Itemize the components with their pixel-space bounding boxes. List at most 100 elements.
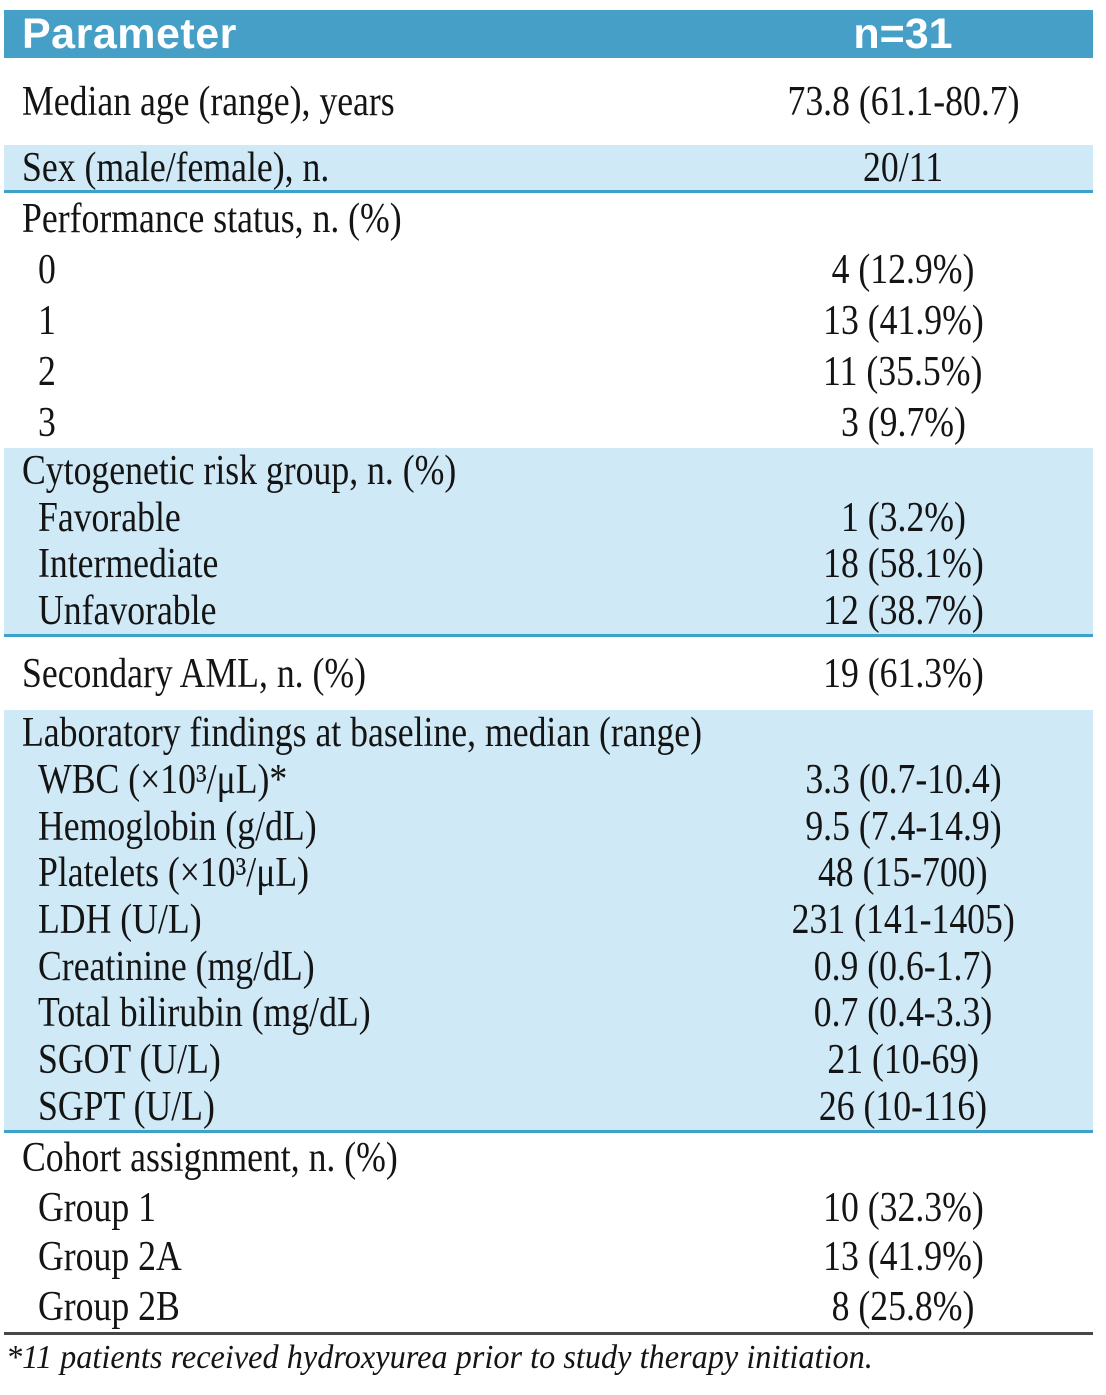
column-header-n: n=31 bbox=[713, 9, 1093, 58]
row-label-text: Favorable bbox=[38, 494, 181, 541]
row-label-text: SGPT (U/L) bbox=[38, 1083, 215, 1130]
row-label-text: Cytogenetic risk group, n. (%) bbox=[22, 448, 457, 495]
column-header-parameter-text: Parameter bbox=[22, 9, 237, 58]
row-label-text: Sex (male/female), n. bbox=[22, 144, 330, 191]
table-row: Secondary AML, n. (%) 19 (61.3%) bbox=[4, 637, 1093, 710]
row-label-text: 1 bbox=[38, 297, 56, 344]
row-value: 231 (141-1405) bbox=[713, 899, 1093, 941]
row-value-text: 0.7 (0.4-3.3) bbox=[813, 990, 993, 1037]
row-value-text: 13 (41.9%) bbox=[822, 1234, 984, 1281]
row-label: Platelets (×10³/μL) bbox=[4, 852, 713, 894]
row-label: Group 1 bbox=[4, 1187, 713, 1229]
row-value: 0.7 (0.4-3.3) bbox=[713, 992, 1093, 1034]
row-value-text: 3 (9.7%) bbox=[840, 399, 966, 446]
row-value-text: 10 (32.3%) bbox=[822, 1184, 984, 1231]
table-row: Total bilirubin (mg/dL) 0.7 (0.4-3.3) bbox=[4, 990, 1093, 1037]
row-value: 10 (32.3%) bbox=[713, 1187, 1093, 1229]
row-value: 18 (58.1%) bbox=[713, 543, 1093, 585]
row-label-text: Creatinine (mg/dL) bbox=[38, 943, 315, 990]
row-label-text: Cohort assignment, n. (%) bbox=[22, 1134, 398, 1181]
row-label-text: Performance status, n. (%) bbox=[22, 195, 402, 242]
row-label-text: 2 bbox=[38, 348, 56, 395]
table-row: Median age (range), years 73.8 (61.1-80.7… bbox=[4, 58, 1093, 145]
table-row: Group 2B 8 (25.8%) bbox=[4, 1282, 1093, 1332]
row-value bbox=[713, 198, 1093, 240]
section-performance-status: Performance status, n. (%) 0 4 (12.9%) 1 13 … bbox=[4, 193, 1093, 448]
row-label: 2 bbox=[4, 351, 713, 393]
row-label: Sex (male/female), n. bbox=[4, 147, 713, 189]
table-row: Intermediate 18 (58.1%) bbox=[4, 541, 1093, 588]
row-label: Group 2B bbox=[4, 1286, 713, 1328]
section-laboratory-findings: Laboratory findings at baseline, median … bbox=[4, 710, 1093, 1133]
row-label: Performance status, n. (%) bbox=[4, 198, 713, 240]
row-value: 3.3 (0.7-10.4) bbox=[713, 759, 1093, 801]
row-label-text: 0 bbox=[38, 246, 56, 293]
row-label: SGPT (U/L) bbox=[4, 1086, 713, 1128]
row-value-text: 8 (25.8%) bbox=[831, 1284, 975, 1331]
table-row: Performance status, n. (%) bbox=[4, 193, 1093, 244]
row-value-text: 11 (35.5%) bbox=[823, 348, 983, 395]
row-value: 11 (35.5%) bbox=[713, 351, 1093, 393]
table-row: 2 11 (35.5%) bbox=[4, 346, 1093, 397]
row-value-text: 73.8 (61.1-80.7) bbox=[786, 78, 1020, 125]
row-value: 73.8 (61.1-80.7) bbox=[713, 81, 1093, 123]
row-label: LDH (U/L) bbox=[4, 899, 713, 941]
row-label: Hemoglobin (g/dL) bbox=[4, 806, 713, 848]
row-value-text: 13 (41.9%) bbox=[822, 297, 984, 344]
table-row: Sex (male/female), n. 20/11 bbox=[4, 145, 1093, 190]
row-label: 3 bbox=[4, 402, 713, 444]
row-label-text: WBC (×10³/μL)* bbox=[38, 756, 288, 803]
section-secondary-aml: Secondary AML, n. (%) 19 (61.3%) bbox=[4, 637, 1093, 710]
row-value-text: 18 (58.1%) bbox=[822, 541, 984, 588]
table-row: Creatinine (mg/dL) 0.9 (0.6-1.7) bbox=[4, 943, 1093, 990]
row-label: Cohort assignment, n. (%) bbox=[4, 1137, 713, 1179]
row-label: Favorable bbox=[4, 497, 713, 539]
row-value bbox=[822, 712, 1093, 754]
footnote-divider-rule bbox=[4, 1331, 1093, 1335]
row-label: Unfavorable bbox=[4, 590, 713, 632]
row-value-text: 4 (12.9%) bbox=[831, 246, 975, 293]
row-label: Creatinine (mg/dL) bbox=[4, 946, 713, 988]
table-row: Cytogenetic risk group, n. (%) bbox=[4, 448, 1093, 495]
row-label: Group 2A bbox=[4, 1236, 713, 1278]
table-row: 3 3 (9.7%) bbox=[4, 397, 1093, 448]
row-value: 3 (9.7%) bbox=[713, 402, 1093, 444]
column-header-n-text: n=31 bbox=[853, 9, 953, 58]
row-value-text: 12 (38.7%) bbox=[822, 587, 984, 634]
row-label-text: Secondary AML, n. (%) bbox=[22, 650, 367, 697]
patient-characteristics-table: Parameter n=31 Median age (range), years… bbox=[4, 10, 1093, 1382]
row-value: 13 (41.9%) bbox=[713, 300, 1093, 342]
table-row: Hemoglobin (g/dL) 9.5 (7.4-14.9) bbox=[4, 803, 1093, 850]
table-row: WBC (×10³/μL)* 3.3 (0.7-10.4) bbox=[4, 757, 1093, 804]
row-label-text: Group 2A bbox=[38, 1234, 182, 1281]
table-row: Favorable 1 (3.2%) bbox=[4, 495, 1093, 542]
table-row: SGPT (U/L) 26 (10-116) bbox=[4, 1083, 1093, 1130]
row-value-text: 21 (10-69) bbox=[827, 1036, 979, 1083]
row-value: 48 (15-700) bbox=[713, 852, 1093, 894]
row-label: Cytogenetic risk group, n. (%) bbox=[4, 450, 713, 492]
row-label-text: Group 2B bbox=[38, 1284, 180, 1331]
row-value: 0.9 (0.6-1.7) bbox=[713, 946, 1093, 988]
row-value: 13 (41.9%) bbox=[713, 1236, 1093, 1278]
row-value-text: 9.5 (7.4-14.9) bbox=[804, 803, 1002, 850]
row-value: 26 (10-116) bbox=[713, 1086, 1093, 1128]
row-label-text: 3 bbox=[38, 399, 56, 446]
table-row: Cohort assignment, n. (%) bbox=[4, 1133, 1093, 1183]
row-value: 9.5 (7.4-14.9) bbox=[713, 806, 1093, 848]
row-value-text: 1 (3.2%) bbox=[840, 494, 966, 541]
table-row: Laboratory findings at baseline, median … bbox=[4, 710, 1093, 757]
section-sex: Sex (male/female), n. 20/11 bbox=[4, 145, 1093, 193]
row-value-text: 20/11 bbox=[862, 144, 944, 191]
row-label: Laboratory findings at baseline, median … bbox=[4, 712, 822, 754]
table-header-row: Parameter n=31 bbox=[4, 10, 1093, 58]
table-row: Unfavorable 12 (38.7%) bbox=[4, 588, 1093, 635]
row-value: 12 (38.7%) bbox=[713, 590, 1093, 632]
row-label-text: Median age (range), years bbox=[22, 78, 395, 125]
row-value: 4 (12.9%) bbox=[713, 249, 1093, 291]
table-row: LDH (U/L) 231 (141-1405) bbox=[4, 897, 1093, 944]
row-value-text: 19 (61.3%) bbox=[822, 650, 984, 697]
row-label: WBC (×10³/μL)* bbox=[4, 759, 713, 801]
table-row: 1 13 (41.9%) bbox=[4, 295, 1093, 346]
row-label-text: Group 1 bbox=[38, 1184, 157, 1231]
table-row: 0 4 (12.9%) bbox=[4, 244, 1093, 295]
